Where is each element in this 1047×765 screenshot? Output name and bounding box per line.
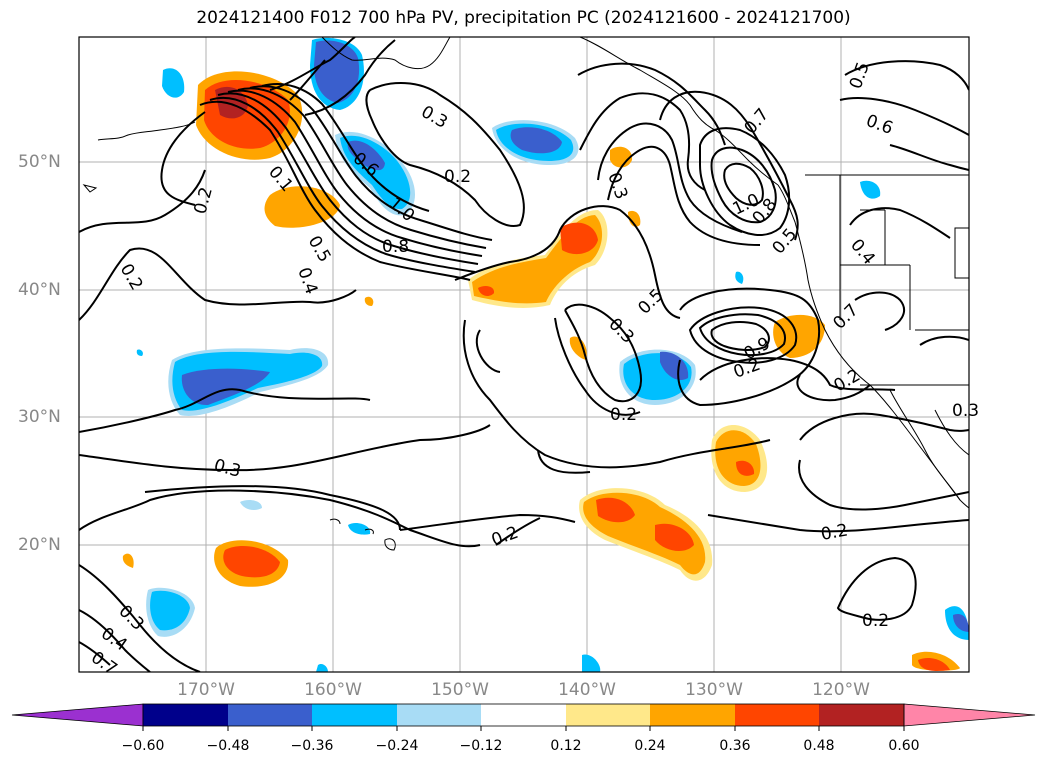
lon-label-170w: 170°W: [177, 680, 235, 700]
precip-negative-area: [240, 500, 262, 510]
colorbar-extend-min: [11, 703, 144, 727]
colorbar-segment: [397, 704, 481, 726]
colorbar-segment: [228, 704, 312, 726]
lon-label-130w: 130°W: [685, 680, 743, 700]
colorbar-segment: [143, 704, 228, 726]
precip-negative-area: [150, 590, 190, 631]
precip-negative-area: [316, 663, 328, 672]
colorbar-segment: [481, 704, 566, 726]
precip-negative-area: [953, 613, 969, 632]
lon-label-120w: 120°W: [812, 680, 870, 700]
precip-positive-area: [918, 658, 950, 671]
colorbar-segment: [650, 704, 735, 726]
lat-label-20n: 20°N: [18, 535, 61, 555]
contour-label: 0.3: [603, 170, 631, 202]
contour-label: 0.6: [863, 111, 895, 139]
contour-label: 0.7: [829, 300, 862, 333]
colorbar-tick-label: −0.36: [291, 738, 334, 754]
colorbar-tick-label: 0.12: [550, 738, 581, 754]
pv-contours: [79, 37, 969, 672]
lat-label-30n: 30°N: [18, 407, 61, 427]
colorbar-tick-label: −0.24: [376, 738, 419, 754]
colorbar-tick-label: 0.36: [719, 738, 750, 754]
precip-negative-area: [181, 368, 270, 406]
precip-positive-area: [264, 186, 340, 228]
colorbar: −0.60 −0.48 −0.36 −0.24 −0.12 0.12 0.24 …: [11, 703, 1036, 754]
precip-positive-area: [223, 546, 280, 578]
contour-label: 0.4: [293, 265, 321, 297]
contour-label: 0.5: [769, 225, 802, 259]
contour-label: 0.2: [116, 261, 147, 294]
precip-positive-area: [478, 285, 495, 296]
colorbar-tick-label: 0.48: [803, 738, 834, 754]
chart-title: 2024121400 F012 700 hPa PV, precipitatio…: [196, 8, 851, 28]
contour-label: 0.3: [212, 456, 243, 482]
contour-label: 0.3: [604, 314, 637, 347]
contour-label: 0.4: [846, 235, 879, 269]
lon-label-140w: 140°W: [558, 680, 616, 700]
contour-label: 0.2: [819, 521, 849, 545]
precip-negative-area: [582, 654, 601, 672]
contour-label: 0.2: [862, 611, 889, 631]
colorbar-tick-label: −0.12: [460, 738, 503, 754]
contour-label: 0.3: [952, 401, 979, 421]
colorbar-tick-label: −0.60: [122, 738, 165, 754]
lon-label-150w: 150°W: [431, 680, 489, 700]
precip-negative-area: [162, 68, 185, 98]
colorbar-tick-label: 0.24: [634, 738, 665, 754]
precip-negative-area: [510, 127, 562, 154]
contour-label: 0.5: [304, 233, 335, 266]
precip-negative-area: [735, 271, 744, 284]
precip-positive-area: [569, 336, 587, 360]
colorbar-extend-max: [903, 703, 1036, 727]
precip-positive-area: [364, 296, 374, 306]
precip-negative-area: [136, 349, 143, 356]
contour-label: 0.2: [444, 167, 471, 187]
lon-label-160w: 160°W: [304, 680, 362, 700]
precip-positive-area: [628, 210, 641, 227]
contour-label: 0.2: [610, 405, 637, 425]
colorbar-tick-label: −0.48: [207, 738, 250, 754]
contour-label: 0.8: [382, 237, 409, 257]
precip-positive-area: [610, 146, 633, 168]
precip-positive-area: [655, 523, 694, 552]
precip-anomaly-fills: [122, 37, 969, 672]
colorbar-segment: [819, 704, 904, 726]
precip-positive-area: [736, 460, 755, 476]
precip-positive-area: [560, 222, 598, 255]
coastlines: [82, 37, 969, 551]
colorbar-tick-label: 0.60: [888, 738, 919, 754]
precip-negative-area: [314, 40, 360, 103]
map-frame: [78, 36, 970, 673]
precip-negative-area: [860, 180, 881, 199]
precip-positive-area: [122, 553, 134, 568]
lat-label-50n: 50°N: [18, 152, 61, 172]
contour-label: 0.3: [418, 102, 451, 133]
lat-label-40n: 40°N: [18, 280, 61, 300]
precip-positive-area: [773, 314, 825, 358]
colorbar-segment: [735, 704, 819, 726]
colorbar-segment: [312, 704, 397, 726]
precip-negative-area: [347, 140, 385, 171]
precip-negative-area: [348, 523, 371, 535]
colorbar-segment: [566, 704, 650, 726]
contour-label: 0.2: [489, 523, 521, 551]
precip-negative-area: [660, 351, 689, 381]
precip-positive-area: [596, 497, 635, 523]
